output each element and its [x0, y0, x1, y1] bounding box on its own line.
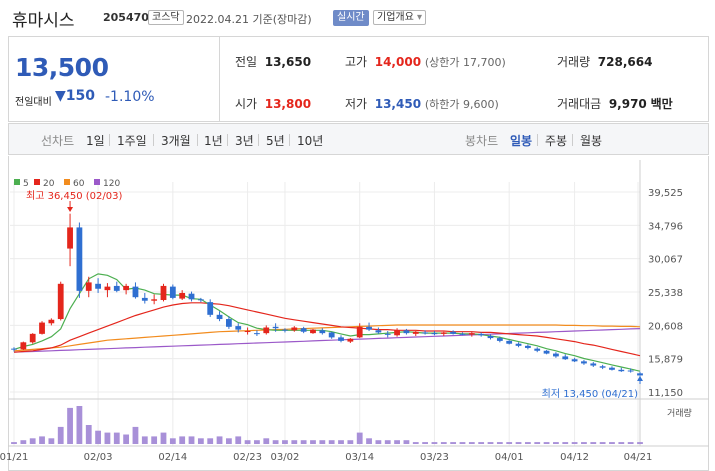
market-badge: 코스닥	[148, 10, 184, 25]
high-label: 고가	[345, 55, 368, 69]
line-chart-label: 선차트	[41, 134, 75, 148]
company-overview-label: 기업개요	[377, 12, 414, 23]
tab-separator	[197, 134, 198, 146]
high-price: 고가 14,000 (상한가 17,700)	[345, 53, 506, 70]
tab-weekly[interactable]: 주봉	[545, 134, 568, 148]
tab-1w[interactable]: 1주일	[117, 134, 147, 148]
volume-value: 728,664	[597, 55, 653, 69]
open-price: 시가 13,800	[235, 95, 311, 112]
tab-daily[interactable]: 일봉	[510, 134, 533, 148]
change-label: 전일대비	[15, 97, 52, 108]
amount-unit: 백만	[650, 97, 673, 111]
tab-separator	[153, 134, 154, 146]
date-text: 2022.04.21 기준(장마감)	[186, 13, 312, 26]
summary-divider	[219, 37, 220, 121]
tab-separator	[572, 134, 573, 146]
tab-separator	[258, 134, 259, 146]
stock-code: 205470	[103, 11, 149, 24]
amount-value: 9,970	[608, 97, 647, 111]
company-overview-button[interactable]: 기업개요 ▾	[373, 10, 427, 25]
chevron-down-icon: ▾	[417, 12, 423, 23]
high-value: 14,000	[374, 55, 422, 69]
candle-chart-label: 봉차트	[465, 134, 499, 148]
open-label: 시가	[235, 97, 258, 111]
current-price: 13,500	[15, 53, 109, 82]
realtime-button[interactable]: 실시간	[333, 10, 369, 26]
change-value: ▼150	[55, 88, 95, 104]
upper-limit: (상한가 17,700)	[424, 56, 506, 69]
prev-close-value: 13,650	[264, 55, 312, 69]
low-price: 저가 13,450 (하한가 9,600)	[345, 95, 499, 112]
low-label: 저가	[345, 97, 368, 111]
chart-tabs: 선차트 1일 1주일 3개월 1년 3년 5년 10년 봉차트 일봉 주봉 월봉	[8, 123, 709, 155]
tab-separator	[537, 134, 538, 146]
volume: 거래량 728,664	[557, 53, 652, 70]
lower-limit: (하한가 9,600)	[424, 98, 499, 111]
price-summary: 13,500 전일대비 ▼150 -1.10% 전일 13,650 고가 14,…	[8, 36, 709, 122]
amount-label: 거래대금	[557, 97, 602, 111]
tab-1y[interactable]: 1년	[204, 134, 223, 148]
chart-area	[8, 156, 709, 471]
prev-close-label: 전일	[235, 55, 258, 69]
tab-separator	[289, 134, 290, 146]
tab-5y[interactable]: 5년	[266, 134, 285, 148]
tab-separator	[109, 134, 110, 146]
trade-amount: 거래대금 9,970 백만	[557, 95, 673, 112]
prev-close: 전일 13,650	[235, 53, 311, 70]
tab-monthly[interactable]: 월봉	[580, 134, 603, 148]
volume-label: 거래량	[557, 55, 591, 69]
tab-separator	[227, 134, 228, 146]
tab-3m[interactable]: 3개월	[161, 134, 191, 148]
change-percent: -1.10%	[105, 89, 155, 105]
open-value: 13,800	[264, 97, 312, 111]
down-arrow-icon: ▼	[55, 88, 66, 104]
tab-10y[interactable]: 10년	[297, 134, 324, 148]
stock-header: 휴마시스 205470 코스닥 2022.04.21 기준(장마감) 실시간 기…	[0, 0, 715, 36]
stock-name: 휴마시스	[12, 11, 75, 31]
tab-3y[interactable]: 3년	[235, 134, 254, 148]
low-value: 13,450	[374, 97, 422, 111]
change-amount: 150	[65, 88, 96, 104]
tab-1d[interactable]: 1일	[86, 134, 105, 148]
